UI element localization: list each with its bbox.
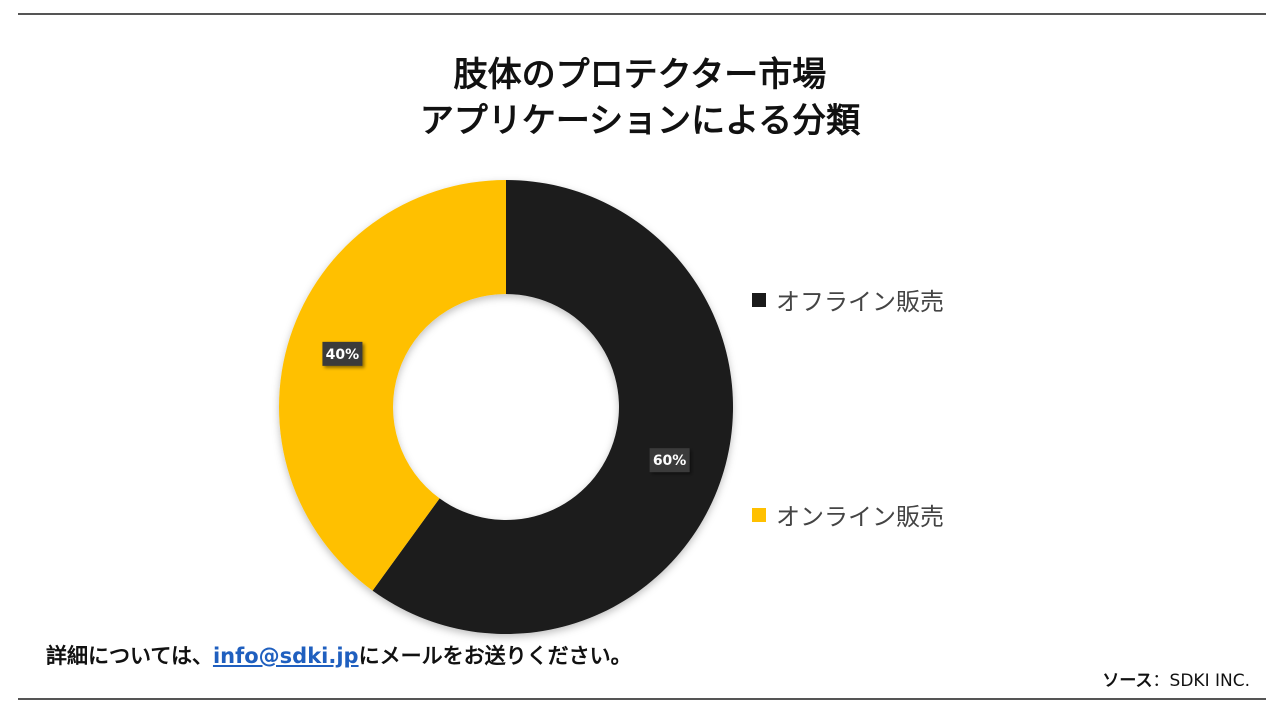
data-label-1: 40% <box>322 341 363 366</box>
legend-label-online: オンライン販売 <box>776 503 944 531</box>
source-label: ソース <box>1102 671 1153 691</box>
legend-swatch-online <box>752 507 766 522</box>
contact-note: 詳細については、info@sdki.jpにメールをお送りください。 <box>46 640 632 670</box>
email-link[interactable]: info@sdki.jp <box>212 644 359 668</box>
source-value: ：SDKI INC. <box>1152 671 1250 691</box>
data-label-box-0 <box>649 448 690 473</box>
data-label-box-1 <box>322 341 363 366</box>
data-label-text-1: 40% <box>326 347 360 363</box>
chart-title-line2: アプリケーションによる分類 <box>419 101 861 141</box>
contact-prefix: 詳細については、 <box>46 644 213 668</box>
chart-title-line1: 肢体のプロテクター市場 <box>453 55 827 95</box>
donut-slice-0 <box>372 180 734 634</box>
legend-item-online: オンライン販売 <box>752 497 944 532</box>
bottom-rule <box>18 698 1266 700</box>
legend-label-offline: オフライン販売 <box>776 288 944 316</box>
top-rule <box>18 13 1266 15</box>
source-note: ソース：SDKI INC. <box>1102 666 1250 691</box>
chart-title: 肢体のプロテクター市場 アプリケーションによる分類 <box>0 52 1280 144</box>
legend-item-offline: オフライン販売 <box>752 282 944 317</box>
data-label-0: 60% <box>649 448 690 473</box>
contact-suffix: にメールをお送りください。 <box>358 644 632 668</box>
donut-slice-1 <box>279 180 506 591</box>
legend-swatch-offline <box>752 292 766 307</box>
data-label-text-0: 60% <box>653 453 687 469</box>
